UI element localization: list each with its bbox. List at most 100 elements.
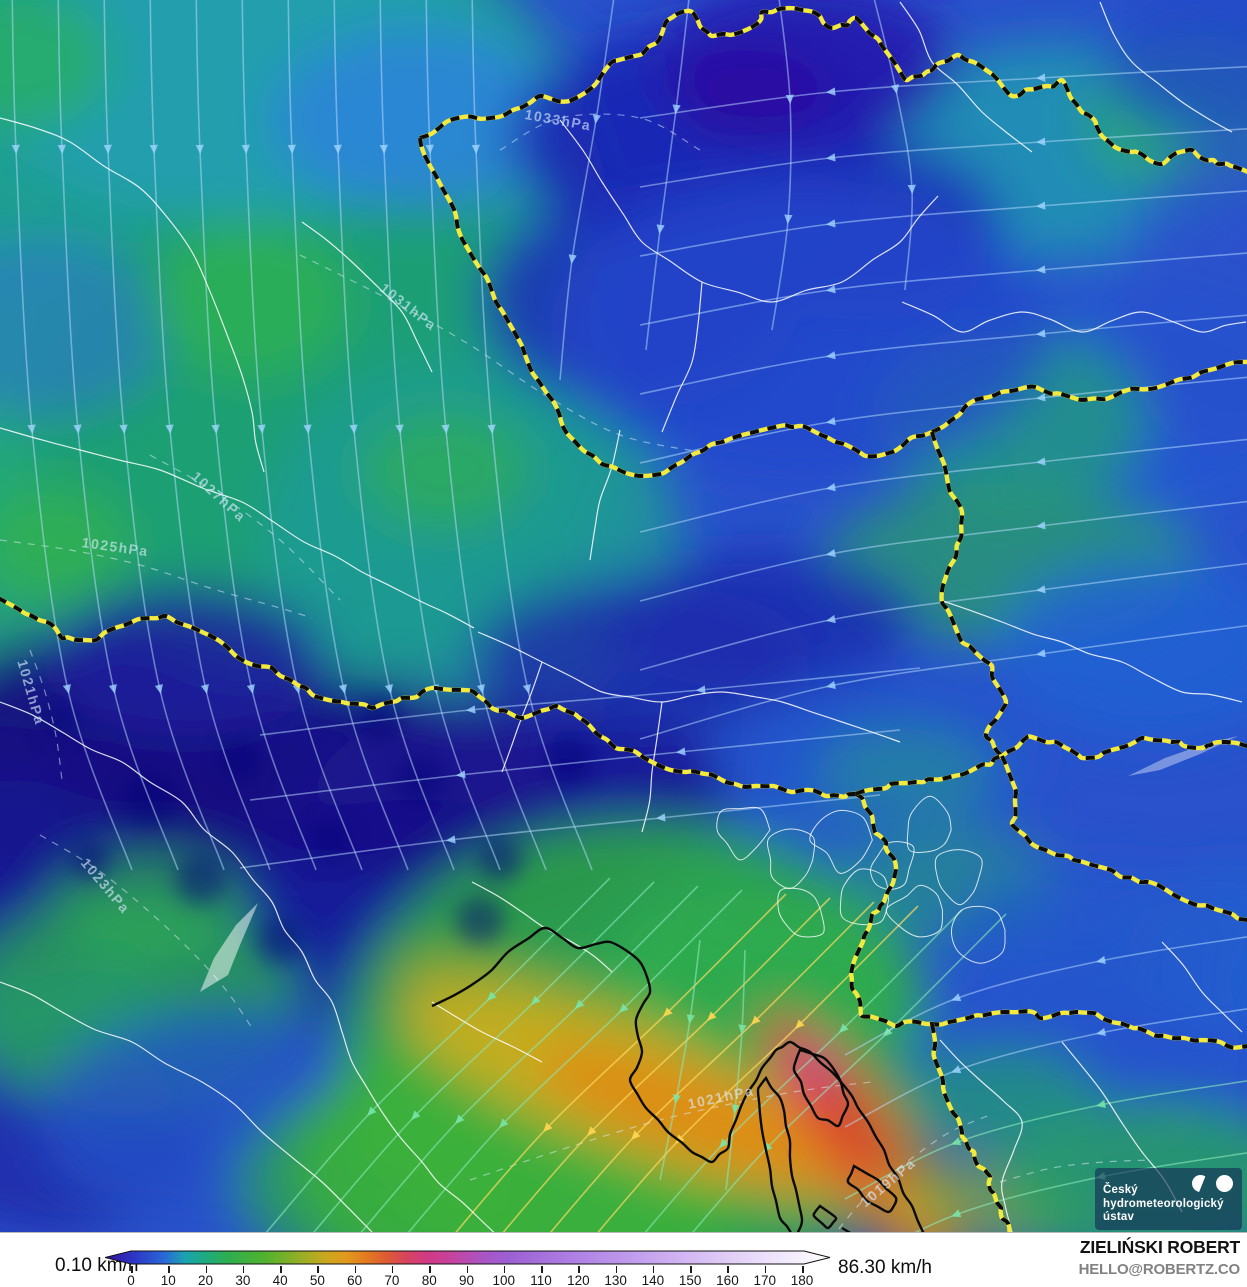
terrain-streak: [200, 903, 258, 992]
regional-border-blob: [766, 828, 816, 890]
colorbar-tick: [727, 1266, 729, 1273]
streamline: [103, 0, 225, 871]
colorbar-tick-label: 130: [604, 1273, 627, 1287]
coastline: [841, 1226, 851, 1232]
country-border-yellow: [999, 755, 1247, 923]
regional-border-blob: [809, 809, 873, 874]
streamline: [249, 729, 901, 801]
colorbar-tick-label: 110: [530, 1273, 552, 1287]
colorbar-tick: [131, 1266, 133, 1273]
country-border-dash: [854, 792, 899, 916]
country-border-dash: [419, 6, 1247, 174]
watermark: ZIELIŃSKI ROBERT HELLO@ROBERTZ.CO: [1078, 1237, 1241, 1278]
coastline-layer: [431, 926, 925, 1232]
colorbar-tick-label: 70: [384, 1273, 400, 1287]
field-blob: [360, 410, 530, 530]
regional-border-blob: [885, 884, 944, 938]
streamline: [425, 0, 547, 871]
country-border-dash: [930, 431, 1009, 758]
colorbar-tick-label: 140: [641, 1273, 665, 1287]
logo-text-line: ústav: [1103, 1211, 1135, 1224]
field-blob: [910, 1045, 1100, 1155]
streamline: [639, 314, 1247, 395]
regional-border: [0, 981, 373, 1232]
watermark-email: HELLO@ROBERTZ.CO: [1078, 1261, 1241, 1278]
country-border-dash: [0, 596, 857, 799]
coastline: [431, 926, 925, 1232]
colorbar-tick: [615, 1266, 618, 1273]
regional-border: [1099, 1, 1233, 133]
regional-border-blob: [777, 887, 825, 938]
colorbar-tick: [764, 1266, 767, 1273]
streamline: [639, 500, 1247, 602]
regional-border: [0, 427, 475, 629]
coastline: [812, 1204, 838, 1230]
regional-border: [589, 429, 621, 561]
terrain-dark-spot: [43, 703, 77, 737]
field-blob: [950, 865, 1247, 1005]
streamline: [639, 252, 1247, 326]
regional-border: [939, 1039, 1023, 1232]
terrain-dark-spot: [256, 916, 304, 964]
country-border-dash: [855, 734, 1247, 796]
regional-border: [431, 1001, 543, 1063]
regional-border: [477, 631, 901, 743]
streamline: [239, 794, 881, 869]
regional-border-blob: [716, 806, 771, 861]
regional-border: [939, 599, 1243, 703]
regional-border: [661, 281, 703, 433]
colorbar: [105, 1250, 830, 1265]
streamline: [659, 939, 701, 1181]
colorbar-tick: [168, 1266, 170, 1273]
regional-border: [301, 221, 433, 373]
wind-field-layer: [0, 0, 1247, 1232]
field-blob: [600, 550, 920, 690]
streamline: [195, 0, 317, 871]
streamline: [57, 0, 179, 871]
streamline: [241, 0, 363, 871]
streamline: [379, 0, 501, 871]
coastline: [846, 1164, 898, 1214]
streamline: [471, 0, 593, 871]
colorbar-tick: [242, 1266, 245, 1273]
terrain-dark-spot: [544, 734, 596, 786]
legend-footer: 0.10 km/h 0 10 20 30 40 50 60 70 80 90 100 110 120 13…: [0, 1233, 1247, 1287]
colorbar-tick: [690, 1266, 692, 1273]
streamline: [639, 562, 1247, 671]
regional-borders-layer: [0, 1, 1247, 1232]
regional-border-blob: [950, 905, 1006, 964]
regional-border: [559, 119, 939, 303]
regional-border: [0, 701, 495, 1232]
colorbar-tick-label: 80: [421, 1273, 437, 1287]
streamline: [149, 0, 271, 871]
wind-speed-map: 1033hPa 1031hPa 1027hPa 1025hPa 1021hPa …: [0, 0, 1247, 1233]
colorbar-tick: [429, 1266, 431, 1273]
chmi-logo-text: Český hydrometeorologický ústav: [1103, 1184, 1224, 1225]
colorbar-tick-label: 150: [678, 1273, 702, 1287]
colorbar-max-label: 86.30 km/h: [838, 1257, 932, 1278]
colorbar-tick-label: 120: [567, 1273, 590, 1287]
map-canvas: [0, 0, 1247, 1232]
regional-border: [501, 661, 543, 773]
regional-border-blob: [906, 795, 952, 854]
coastline: [792, 1048, 850, 1128]
colorbar-tick: [354, 1266, 357, 1273]
logo-text-line: Český: [1103, 1184, 1138, 1197]
logo-text-line: hydrometeorologický: [1103, 1197, 1224, 1210]
colorbar-tick-label: 160: [716, 1273, 739, 1287]
streamline: [639, 624, 1247, 740]
isobar-line: [39, 834, 253, 1029]
chmi-logo-circle-icon: [1216, 1175, 1233, 1192]
streamline: [771, 0, 794, 331]
field-blob: [550, 180, 1050, 480]
streamline: [844, 1008, 1247, 1128]
colorbar-tick: [205, 1266, 208, 1273]
colorbar-tick: [466, 1266, 468, 1273]
chmi-logo-icon: [1192, 1175, 1233, 1192]
watermark-name: ZIELIŃSKI ROBERT: [1079, 1237, 1240, 1257]
colorbar-tick-label: 30: [235, 1273, 251, 1287]
colorbar-tick: [391, 1266, 394, 1273]
streamline: [914, 1152, 1247, 1232]
terrain-dark-spot: [70, 840, 110, 880]
streamline: [639, 438, 1247, 533]
